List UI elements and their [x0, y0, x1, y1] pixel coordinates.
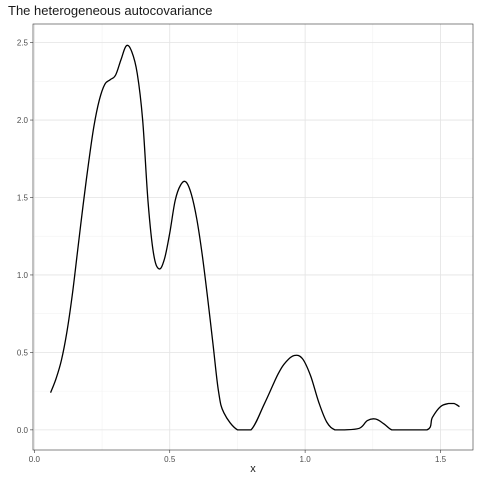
- series-line-group: [49, 44, 460, 431]
- plot-background: [33, 24, 473, 450]
- chart-title: The heterogeneous autocovariance: [8, 3, 213, 18]
- y-tick-label: 2.5: [17, 39, 29, 48]
- x-axis-title: x: [250, 463, 256, 475]
- x-axis: 0.0 0.5 1.0 1.5: [29, 450, 447, 464]
- y-tick-label: 1.5: [17, 193, 29, 202]
- y-tick-label: 1.0: [17, 271, 29, 280]
- x-tick-label: 1.0: [300, 455, 312, 464]
- y-axis: 0.0 0.5 1.0 1.5 2.0 2.5: [17, 39, 33, 435]
- x-tick-label: 0.0: [29, 455, 41, 464]
- series-line: [49, 44, 460, 431]
- x-tick-label: 1.5: [435, 455, 447, 464]
- y-tick-label: 2.0: [17, 116, 29, 125]
- y-tick-label: 0.5: [17, 348, 29, 357]
- y-tick-label: 0.0: [17, 426, 29, 435]
- plot-border: [32, 23, 474, 451]
- grid: [33, 24, 473, 450]
- x-tick-label: 0.5: [164, 455, 176, 464]
